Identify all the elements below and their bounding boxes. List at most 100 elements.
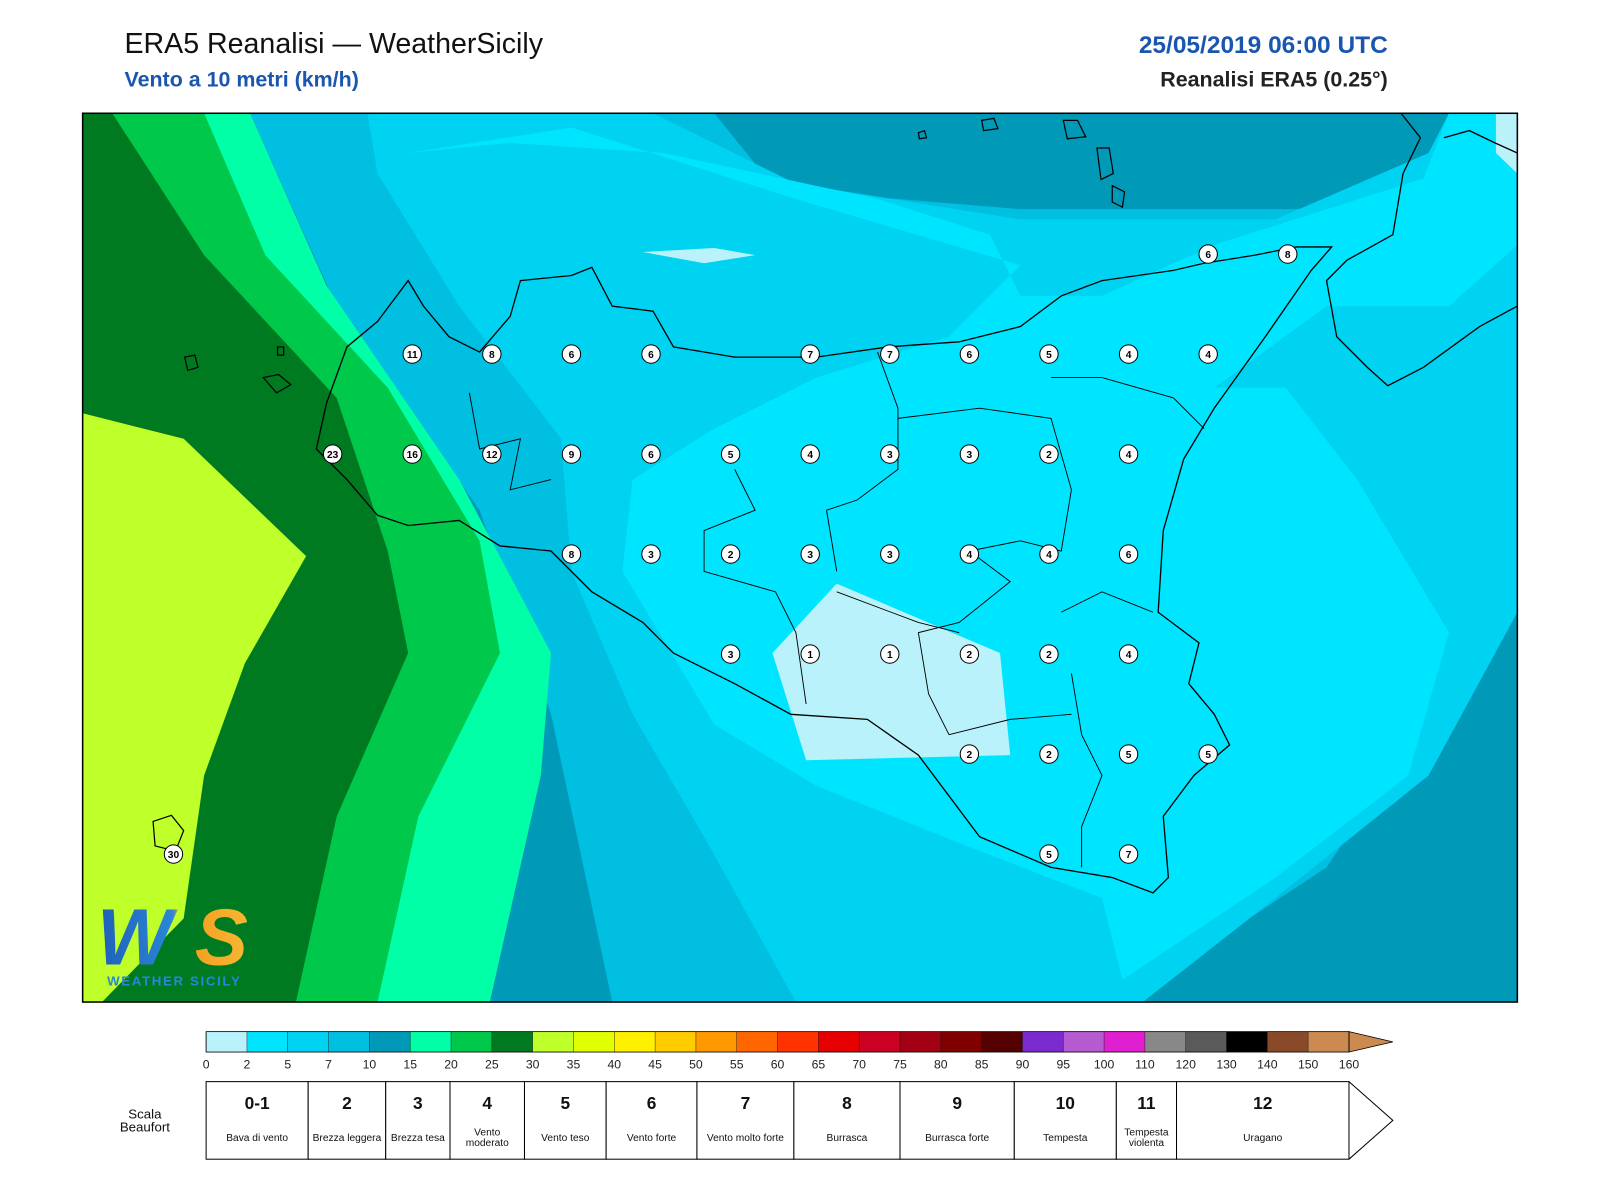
colorbar-tick-label: 75: [893, 1057, 907, 1071]
wind-value: 8: [1285, 250, 1291, 261]
wind-marker: [1198, 744, 1218, 764]
beaufort-name: Tempesta violenta: [1124, 1127, 1169, 1149]
colorbar-tick-label: 45: [648, 1057, 662, 1071]
wind-marker: [1278, 244, 1298, 264]
wind-value: 4: [807, 450, 813, 461]
text-box: Scala Beaufort: [119, 1106, 170, 1135]
wind-value: 5: [1046, 850, 1052, 861]
source: Reanalisi ERA5 (0.25°): [1160, 68, 1387, 92]
wind-marker: [1198, 244, 1218, 264]
wind-marker: [720, 544, 741, 564]
beaufort-name: Brezza leggera: [312, 1132, 382, 1144]
wind-value: 8: [489, 350, 495, 361]
colorbar-tick-label: 55: [730, 1057, 744, 1071]
wind-marker: [1039, 544, 1059, 564]
beaufort-force: 6: [647, 1093, 657, 1113]
wind-marker: [959, 444, 980, 464]
wind-marker: [482, 444, 502, 464]
title: ERA5 Reanalisi — WeatherSicily: [124, 28, 543, 60]
colorbar-segment: [1144, 1031, 1186, 1053]
field-level: [772, 583, 1011, 761]
wind-value: 4: [1126, 650, 1132, 661]
colorbar-segment: [1104, 1031, 1145, 1053]
coastline: [315, 246, 1334, 894]
beaufort-name: Bava di vento: [226, 1132, 289, 1144]
beaufort-name: Vento molto forte: [706, 1132, 784, 1144]
beaufort-cell: [449, 1081, 525, 1160]
colorbar-tick-label: 120: [1176, 1057, 1197, 1071]
wind-marker: [1118, 644, 1139, 664]
wind-marker: [561, 344, 582, 364]
text-box: Vento molto forte: [706, 1132, 784, 1144]
colorbar-segment: [246, 1031, 288, 1053]
wind-marker: [959, 744, 980, 764]
wind-marker: [1039, 844, 1059, 864]
wind-marker: [880, 544, 900, 564]
beaufort-name: Uragano: [1243, 1132, 1283, 1144]
wind-value: 4: [1205, 350, 1211, 361]
colorbar-segment: [818, 1031, 860, 1053]
colorbar-segment: [655, 1031, 696, 1053]
field-level: [642, 247, 756, 264]
colorbar-segment: [573, 1031, 615, 1053]
colorbar-tick-label: 110: [1135, 1057, 1155, 1071]
beaufort-force: 5: [560, 1093, 570, 1113]
colorbar-segment: [900, 1031, 941, 1053]
beaufort-cell: [605, 1081, 698, 1160]
colorbar-segment: [614, 1031, 656, 1053]
beaufort-cell: [1013, 1081, 1117, 1160]
wind-value: 3: [887, 450, 893, 461]
beaufort-cell: [205, 1081, 309, 1160]
colorbar-tick-label: 70: [852, 1057, 866, 1071]
wind-points: 6 811 8 6 6 7 7 6 5 4 423 16 12 9 6 5 4 3 3 2 48 3 2 3 3 4 4 63 1 1 2 2…: [163, 244, 1298, 864]
colorbar-tick-label: 2: [244, 1057, 251, 1071]
beaufort-name: Vento teso: [541, 1132, 590, 1144]
colorbar-segment: [369, 1031, 411, 1053]
wind-marker: [959, 544, 980, 564]
beaufort-cell: [899, 1081, 1015, 1160]
wind-marker: [322, 444, 343, 464]
wind-marker: [1198, 344, 1218, 364]
colorbar-segment: [940, 1031, 982, 1053]
beaufort-force: 10: [1056, 1093, 1075, 1113]
wind-marker: [880, 344, 900, 364]
wind-marker: [641, 344, 661, 364]
text-box: Vento forte: [626, 1132, 677, 1144]
wind-value: 3: [807, 550, 813, 561]
beaufort-name: Brezza tesa: [390, 1132, 445, 1144]
wind-marker: [800, 344, 820, 364]
colorbar-tick-label: 25: [485, 1057, 499, 1071]
beaufort-name: Burrasca: [826, 1132, 868, 1144]
text-box: Burrasca: [826, 1132, 868, 1144]
colorbar-segment: [859, 1031, 900, 1053]
colorbar-tick-label: 60: [771, 1057, 785, 1071]
wind-marker: [880, 644, 900, 664]
wind-marker: [1118, 744, 1139, 764]
beaufort-cell: [385, 1081, 451, 1160]
wind-marker: [959, 644, 980, 664]
colorbar-arrow: [1348, 1031, 1393, 1053]
wind-value: 2: [1046, 750, 1052, 761]
colorbar-segment: [1226, 1031, 1268, 1053]
beaufort-name: Vento forte: [626, 1132, 677, 1144]
colorbar-segment: [1063, 1031, 1105, 1053]
wind-value: 4: [1126, 450, 1132, 461]
wind-marker: [402, 444, 422, 464]
wind-marker: [561, 544, 582, 564]
wind-value: 5: [1046, 350, 1052, 361]
colorbar-tick-label: 95: [1056, 1057, 1070, 1071]
wind-field: [82, 113, 1518, 1003]
islands: [152, 117, 1126, 852]
wind-marker: [720, 444, 741, 464]
wind-marker: [482, 344, 502, 364]
beaufort-force: 7: [741, 1093, 751, 1113]
wind-marker: [800, 644, 820, 664]
subtitle: Vento a 10 metri (km/h): [124, 68, 358, 92]
wind-marker: [1039, 644, 1059, 664]
colorbar-segment: [287, 1031, 329, 1053]
wind-value: 6: [1205, 250, 1211, 261]
wind-value: 4: [1126, 350, 1132, 361]
beaufort-label: Scala Beaufort: [119, 1106, 170, 1135]
